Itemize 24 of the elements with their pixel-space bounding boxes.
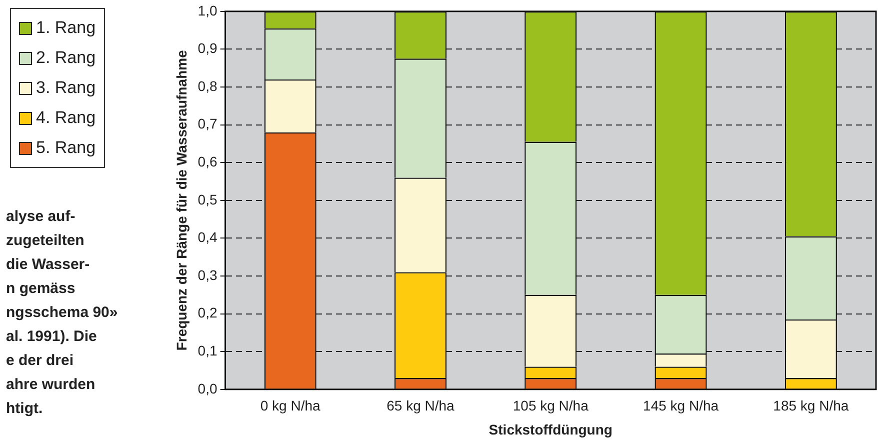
legend-label: 5. Rang <box>36 137 96 159</box>
y-tick-label: 0,2 <box>198 304 218 321</box>
x-tick-label: 65 kg N/ha <box>386 398 455 414</box>
y-tick-label: 0,5 <box>198 191 218 208</box>
y-tick-label: 0,7 <box>198 116 218 132</box>
y-tick-label: 0,1 <box>198 342 218 358</box>
legend-label: 1. Rang <box>36 17 96 39</box>
x-tick-label: 0 kg N/ha <box>260 398 321 414</box>
y-tick-label: 0,9 <box>198 40 218 56</box>
x-tick-label: 185 kg N/ha <box>773 398 849 414</box>
x-tick-label: 145 kg N/ha <box>643 398 719 414</box>
y-tick-label: 0,3 <box>198 266 218 283</box>
legend-label: 2. Rang <box>36 47 96 69</box>
y-tick-label: 0,6 <box>198 153 218 170</box>
y-tick-label: 1,0 <box>198 2 218 18</box>
x-tick-label: 105 kg N/ha <box>512 398 589 414</box>
legend-label: 4. Rang <box>36 107 96 129</box>
legend-label: 3. Rang <box>36 77 96 99</box>
y-tick-label: 0,0 <box>198 380 218 396</box>
y-tick-label: 0,4 <box>198 229 218 246</box>
y-axis-title: Frequenz der Ränge für die Wasseraufnahme <box>173 50 190 351</box>
text: alyse auf- zugeteilten die Wasser- n gemäss ngsschema 90» al. 1991). Die e der drei ahre wurden htigt. <box>6 208 118 417</box>
x-axis-title: Stickstoffdüngung <box>488 421 612 438</box>
y-tick-label: 0,8 <box>198 78 218 94</box>
